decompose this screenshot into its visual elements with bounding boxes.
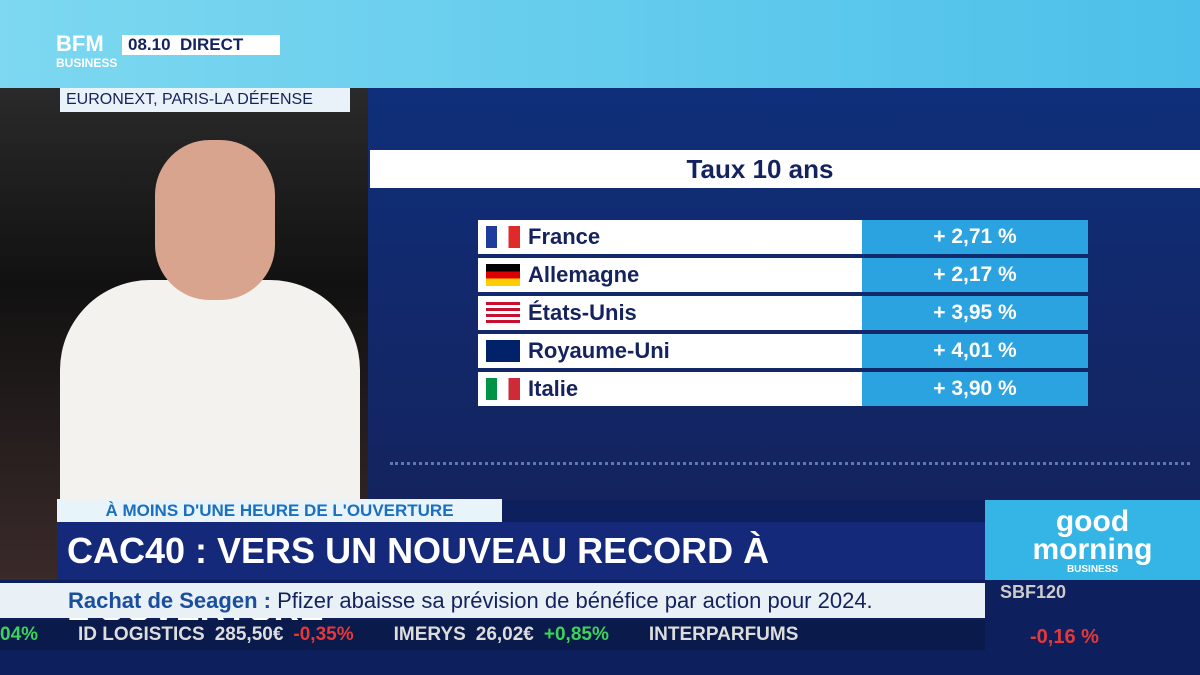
ticker-text: INTERPARFUMS [648,624,799,645]
location: EURONEXT, PARIS-LA DÉFENSE [60,88,350,112]
ticker-text: ID LOGISTICS [78,624,205,645]
divider [390,462,1190,465]
flag [486,226,520,248]
news-text: Pfizer abaisse sa prévision de bénéfice … [277,588,873,613]
ticker-item: IMERYS 26,02€ +0,85% [394,624,609,646]
flag [486,302,520,324]
country: Royaume-Uni [528,338,670,363]
index-change: -0,16 % [1030,626,1099,648]
table-title: Taux 10 ans [370,150,1200,188]
table-row: France + 2,71 % [478,220,1088,254]
country: France [528,224,601,249]
ticker-text: 04% [0,624,39,645]
country-cell: Italie [478,372,862,406]
ticker-item: INTERPARFUMS [649,624,799,646]
kicker: À MOINS D'UNE HEURE DE L'OUVERTURE [57,499,502,522]
rate: + 4,01 % [862,334,1088,368]
table-row: Allemagne + 2,17 % [478,258,1088,292]
flag [486,378,520,400]
news-line: Rachat de Seagen : Pfizer abaisse sa pré… [0,583,985,618]
rate: + 2,71 % [862,220,1088,254]
ticker-text: 285,50€ [214,624,284,645]
country: Italie [528,376,579,401]
table-row: États-Unis + 3,95 % [478,296,1088,330]
headline: CAC40 : VERS UN NOUVEAU RECORD À L'OUVER… [57,522,985,629]
flag [486,340,520,362]
country-cell: Allemagne [478,258,862,292]
ticker-item: ID LOGISTICS 285,50€ -0,35% [78,624,354,646]
rate: + 3,90 % [862,372,1088,406]
time: 08.10 [128,35,171,54]
ticker: 04% ID LOGISTICS 285,50€ -0,35% IMERYS 26,02€… [0,620,985,650]
ticker-text: IMERYS [393,624,466,645]
logo: BFM [56,31,104,56]
country-cell: États-Unis [478,296,862,330]
show-logo-top: good [1055,505,1130,538]
live: DIRECT [180,35,244,54]
logo-sub: BUSINESS [56,56,118,70]
table-row: Royaume-Uni + 4,01 % [478,334,1088,368]
show-logo: good morning BUSINESS [985,500,1200,580]
country: États-Unis [528,300,637,325]
clock-box: 08.10 DIRECT [122,35,280,55]
news-lead: Rachat de Seagen : [68,588,271,613]
rate: + 3,95 % [862,296,1088,330]
country-cell: Royaume-Uni [478,334,862,368]
show-logo-middle: morning [1032,533,1153,566]
country: Allemagne [528,262,640,287]
ticker-text: -0,35% [293,624,354,645]
flag [486,264,520,286]
ticker-item: 04% [0,624,38,646]
table-row: Italie + 3,90 % [478,372,1088,406]
ticker-text: +0,85% [543,624,609,645]
ticker-text: 26,02€ [475,624,534,645]
presenter-face [155,140,275,300]
country-cell: France [478,220,862,254]
show-logo-bottom: BUSINESS [1066,564,1119,575]
rate: + 2,17 % [862,258,1088,292]
index-name: SBF120 [1000,582,1067,602]
